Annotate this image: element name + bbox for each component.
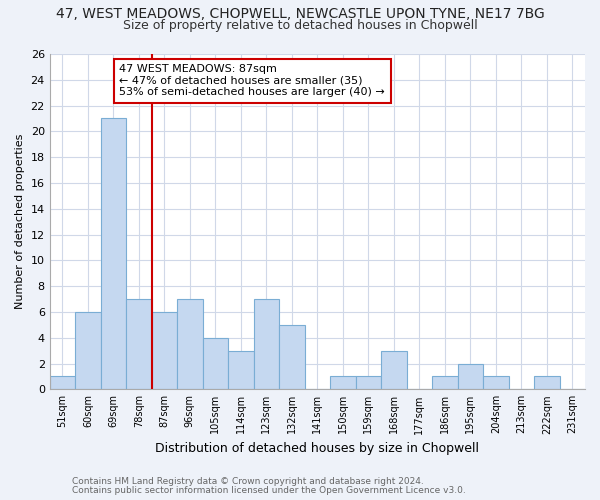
Bar [50,376,75,390]
Bar [458,364,483,390]
Bar [126,299,152,390]
Text: Size of property relative to detached houses in Chopwell: Size of property relative to detached ho… [122,19,478,32]
Text: Contains HM Land Registry data © Crown copyright and database right 2024.: Contains HM Land Registry data © Crown c… [72,477,424,486]
Text: 47, WEST MEADOWS, CHOPWELL, NEWCASTLE UPON TYNE, NE17 7BG: 47, WEST MEADOWS, CHOPWELL, NEWCASTLE UP… [56,8,544,22]
Bar [356,376,381,390]
Bar [203,338,228,390]
Bar [381,350,407,390]
Bar [254,299,279,390]
Y-axis label: Number of detached properties: Number of detached properties [15,134,25,310]
Bar [330,376,356,390]
X-axis label: Distribution of detached houses by size in Chopwell: Distribution of detached houses by size … [155,442,479,455]
Bar [279,325,305,390]
Bar [228,350,254,390]
Bar [177,299,203,390]
Bar [101,118,126,390]
Text: 47 WEST MEADOWS: 87sqm
← 47% of detached houses are smaller (35)
53% of semi-det: 47 WEST MEADOWS: 87sqm ← 47% of detached… [119,64,385,98]
Bar [75,312,101,390]
Text: Contains public sector information licensed under the Open Government Licence v3: Contains public sector information licen… [72,486,466,495]
Bar [483,376,509,390]
Bar [534,376,560,390]
Bar [152,312,177,390]
Bar [432,376,458,390]
